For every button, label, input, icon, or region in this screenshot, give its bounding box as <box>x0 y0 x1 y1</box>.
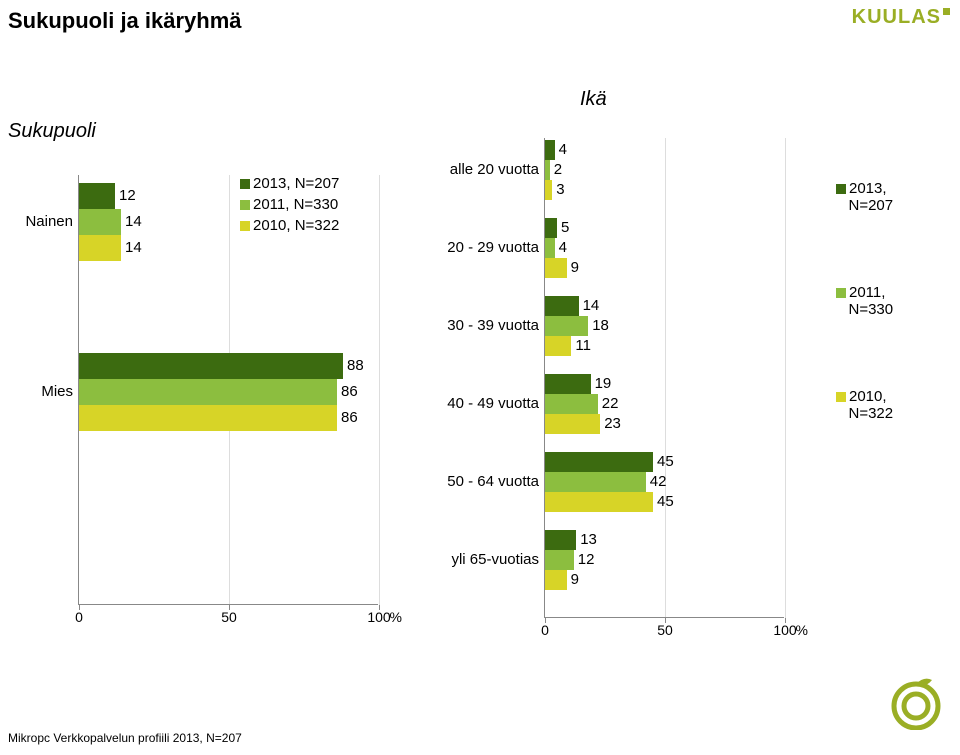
bar <box>545 316 588 336</box>
age-chart: 050100%423alle 20 vuotta54920 - 29 vuott… <box>544 138 784 618</box>
category-label: yli 65-vuotias <box>425 551 545 568</box>
bar-value-label: 12 <box>119 187 136 204</box>
legend-label: 2011, N=330 <box>253 196 338 213</box>
category-label: Mies <box>0 383 79 400</box>
gridline <box>665 138 666 618</box>
bar-value-label: 88 <box>347 357 364 374</box>
apple-logo-icon <box>890 674 942 735</box>
bar <box>545 492 653 512</box>
gender-chart-plot: 050100%121414Nainen888686Mies <box>78 175 378 605</box>
axis-tick-label: 100 <box>367 609 390 625</box>
age-chart-plot: 050100%423alle 20 vuotta54920 - 29 vuott… <box>544 138 784 618</box>
legend-swatch-icon <box>240 200 250 210</box>
bar-value-label: 42 <box>650 473 667 490</box>
bar <box>545 414 600 434</box>
category-label: 20 - 29 vuotta <box>425 239 545 256</box>
bar-value-label: 9 <box>571 571 579 588</box>
bar-value-label: 9 <box>571 259 579 276</box>
brand-logo: KUULAS <box>852 6 950 29</box>
legend-swatch-icon <box>836 184 846 194</box>
legend-swatch-icon <box>836 288 846 298</box>
legend-swatch-icon <box>240 221 250 231</box>
axis-tick-label: 50 <box>221 609 237 625</box>
category-label: 50 - 64 vuotta <box>425 473 545 490</box>
bar <box>79 235 121 261</box>
bar <box>545 394 598 414</box>
bar-value-label: 2 <box>554 161 562 178</box>
bar <box>545 218 557 238</box>
x-axis-label: % <box>390 609 402 625</box>
age-chart-legend: 2013, N=207 2011, N=330 2010, N=322 <box>836 180 893 492</box>
bar <box>545 374 591 394</box>
legend-item: 2011, N=330 <box>836 284 893 318</box>
right-chart-title: Ikä <box>580 88 607 111</box>
bar-value-label: 14 <box>583 297 600 314</box>
legend-item: 2011, N=330 <box>240 196 339 213</box>
legend-item: 2013, N=207 <box>836 180 893 214</box>
legend-swatch-icon <box>836 392 846 402</box>
legend-label: 2013, N=207 <box>253 175 339 192</box>
x-axis-line <box>545 617 784 618</box>
gridline <box>379 175 380 605</box>
bar <box>545 570 567 590</box>
x-axis-label: % <box>796 622 808 638</box>
bar <box>545 452 653 472</box>
left-chart-title: Sukupuoli <box>8 120 96 143</box>
bar <box>79 183 115 209</box>
brand-text: KUULAS <box>852 6 941 28</box>
bar <box>79 353 343 379</box>
bar <box>545 258 567 278</box>
gridline <box>785 138 786 618</box>
category-label: alle 20 vuotta <box>425 161 545 178</box>
legend-item: 2010, N=322 <box>240 217 339 234</box>
category-label: 40 - 49 vuotta <box>425 395 545 412</box>
bar <box>545 180 552 200</box>
footer-text: Mikropc Verkkopalvelun profiili 2013, N=… <box>8 731 242 745</box>
bar-value-label: 3 <box>556 181 564 198</box>
bar <box>545 472 646 492</box>
bar <box>545 140 555 160</box>
brand-square-icon <box>943 8 950 15</box>
axis-tick-label: 100 <box>773 622 796 638</box>
bar-value-label: 19 <box>595 375 612 392</box>
page-title: Sukupuoli ja ikäryhmä <box>8 8 242 34</box>
bar-value-label: 23 <box>604 415 621 432</box>
legend-item: 2010, N=322 <box>836 388 893 422</box>
bar-value-label: 86 <box>341 409 358 426</box>
axis-tick-label: 0 <box>75 609 83 625</box>
bar-value-label: 5 <box>561 219 569 236</box>
bar-value-label: 4 <box>559 141 567 158</box>
legend-item: 2013, N=207 <box>240 175 339 192</box>
category-label: 30 - 39 vuotta <box>425 317 545 334</box>
bar <box>79 405 337 431</box>
bar-value-label: 86 <box>341 383 358 400</box>
bar-value-label: 14 <box>125 213 142 230</box>
bar-value-label: 22 <box>602 395 619 412</box>
axis-tick-label: 0 <box>541 622 549 638</box>
bar <box>79 379 337 405</box>
gender-chart-legend: 2013, N=207 2011, N=330 2010, N=322 <box>240 175 339 238</box>
bar <box>545 296 579 316</box>
bar <box>545 530 576 550</box>
bar <box>79 209 121 235</box>
legend-label: 2010, N=322 <box>253 217 339 234</box>
bar <box>545 160 550 180</box>
axis-tick-label: 50 <box>657 622 673 638</box>
bar-value-label: 45 <box>657 453 674 470</box>
bar-value-label: 12 <box>578 551 595 568</box>
bar-value-label: 45 <box>657 493 674 510</box>
bar-value-label: 14 <box>125 239 142 256</box>
bar-value-label: 4 <box>559 239 567 256</box>
category-label: Nainen <box>0 213 79 230</box>
bar <box>545 550 574 570</box>
bar-value-label: 18 <box>592 317 609 334</box>
x-axis-line <box>79 604 378 605</box>
gender-chart: 050100%121414Nainen888686Mies <box>78 175 378 605</box>
bar-value-label: 11 <box>575 337 591 354</box>
legend-swatch-icon <box>240 179 250 189</box>
bar <box>545 238 555 258</box>
bar <box>545 336 571 356</box>
bar-value-label: 13 <box>580 531 597 548</box>
